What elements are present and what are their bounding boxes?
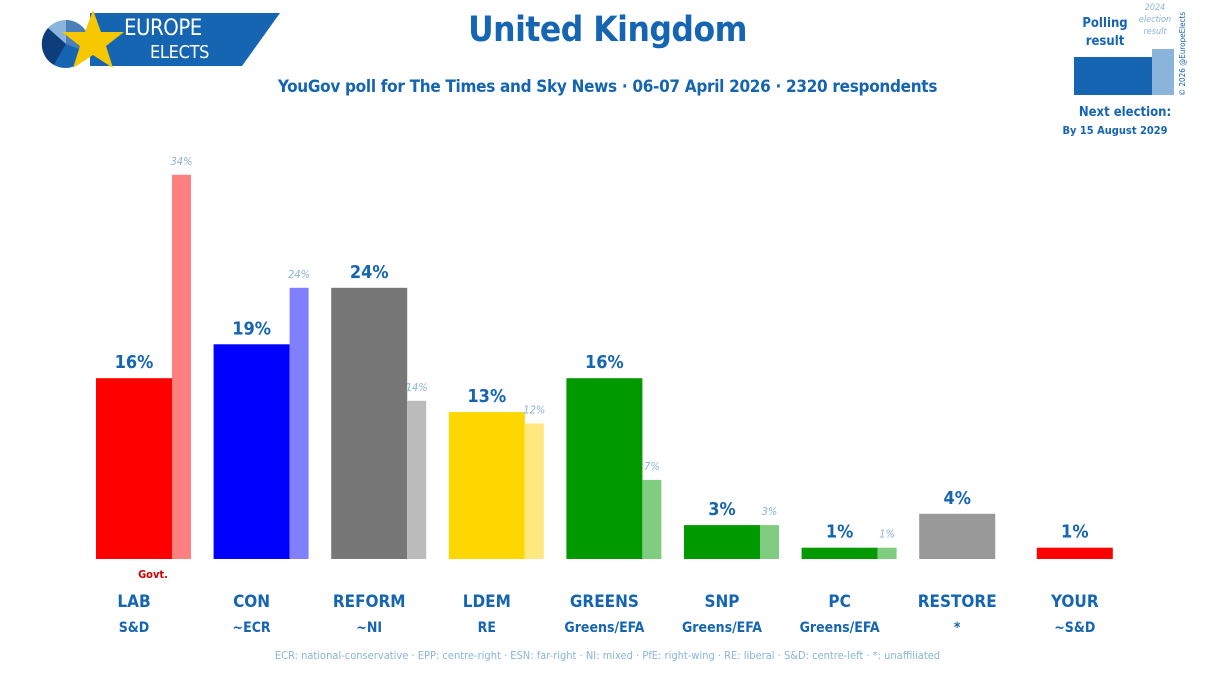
group-label-ldem: RE (478, 620, 496, 636)
star-icon (62, 10, 124, 68)
bar-election-ldem (524, 423, 544, 559)
bar-polling-con (213, 344, 290, 559)
category-label-lab: LAB (117, 592, 150, 612)
legend-election-swatch (1152, 49, 1174, 95)
annotation-govt: Govt. (138, 568, 168, 581)
logo-text-europe: EUROPE (124, 16, 202, 41)
data-label-polling-restore: 4% (943, 488, 971, 509)
bar-election-con (289, 287, 309, 559)
bar-polling-your (1036, 547, 1113, 559)
group-label-con: ~ECR (233, 620, 271, 636)
data-label-polling-greens: 16% (585, 352, 624, 373)
bar-election-snp (760, 525, 779, 559)
bar-polling-reform (331, 287, 408, 559)
chart-subtitle: YouGov poll for The Times and Sky News ·… (277, 77, 938, 97)
bar-polling-restore (919, 513, 996, 559)
logo-banner (90, 13, 280, 66)
bar-election-pc (877, 547, 897, 559)
data-label-polling-pc: 1% (826, 522, 854, 543)
bar-election-lab (172, 174, 191, 560)
data-label-election-ldem: 12% (523, 403, 545, 416)
legend-election-label: 2024 election result (1138, 3, 1172, 37)
bar-election-greens (642, 479, 662, 559)
legend-polling-label: Polling result (1082, 16, 1128, 49)
next-election-date: By 15 August 2029 (1062, 124, 1168, 137)
data-label-polling-snp: 3% (708, 499, 736, 520)
bar-polling-greens (566, 378, 643, 559)
group-label-your: ~S&D (1054, 620, 1095, 636)
data-label-election-snp: 3% (762, 505, 778, 518)
data-label-election-reform: 14% (406, 381, 428, 394)
europe-elects-logo: EUROPE ELECTS (40, 10, 280, 70)
legend-polling-swatch (1074, 57, 1152, 95)
data-label-polling-con: 19% (232, 318, 271, 339)
category-label-con: CON (233, 592, 270, 612)
data-label-polling-your: 1% (1061, 522, 1089, 543)
legend: Polling result 2024 election result (1060, 0, 1215, 145)
data-label-election-greens: 7% (644, 460, 660, 473)
group-label-restore: * (954, 620, 961, 636)
data-label-election-lab: 34% (171, 155, 193, 168)
group-label-snp: Greens/EFA (682, 620, 762, 636)
logo-text-elects: ELECTS (150, 42, 210, 63)
group-label-lab: S&D (119, 620, 150, 636)
next-election-title: Next election: (1078, 105, 1172, 120)
category-label-ldem: LDEM (463, 592, 511, 612)
data-label-polling-ldem: 13% (467, 386, 506, 407)
bar-election-reform (407, 400, 427, 559)
group-label-pc: Greens/EFA (800, 620, 880, 636)
chart-title: United Kingdom (468, 10, 747, 50)
data-label-polling-reform: 24% (350, 262, 389, 283)
group-label-reform: ~NI (356, 620, 382, 636)
data-label-polling-lab: 16% (115, 352, 154, 373)
bar-polling-snp (684, 525, 760, 559)
category-label-pc: PC (828, 592, 850, 612)
category-label-your: YOUR (1050, 592, 1099, 612)
category-label-snp: SNP (704, 592, 739, 612)
category-label-reform: REFORM (333, 592, 406, 612)
footer-legend: ECR: national-conservative · EPP: centre… (274, 649, 941, 662)
data-label-election-pc: 1% (879, 528, 895, 541)
bar-polling-pc (801, 547, 878, 559)
group-label-greens: Greens/EFA (564, 620, 644, 636)
bar-polling-ldem (448, 412, 525, 559)
category-label-restore: RESTORE (918, 592, 997, 612)
data-label-election-con: 24% (288, 268, 310, 281)
category-label-greens: GREENS (570, 592, 639, 612)
bar-polling-lab (96, 378, 172, 559)
